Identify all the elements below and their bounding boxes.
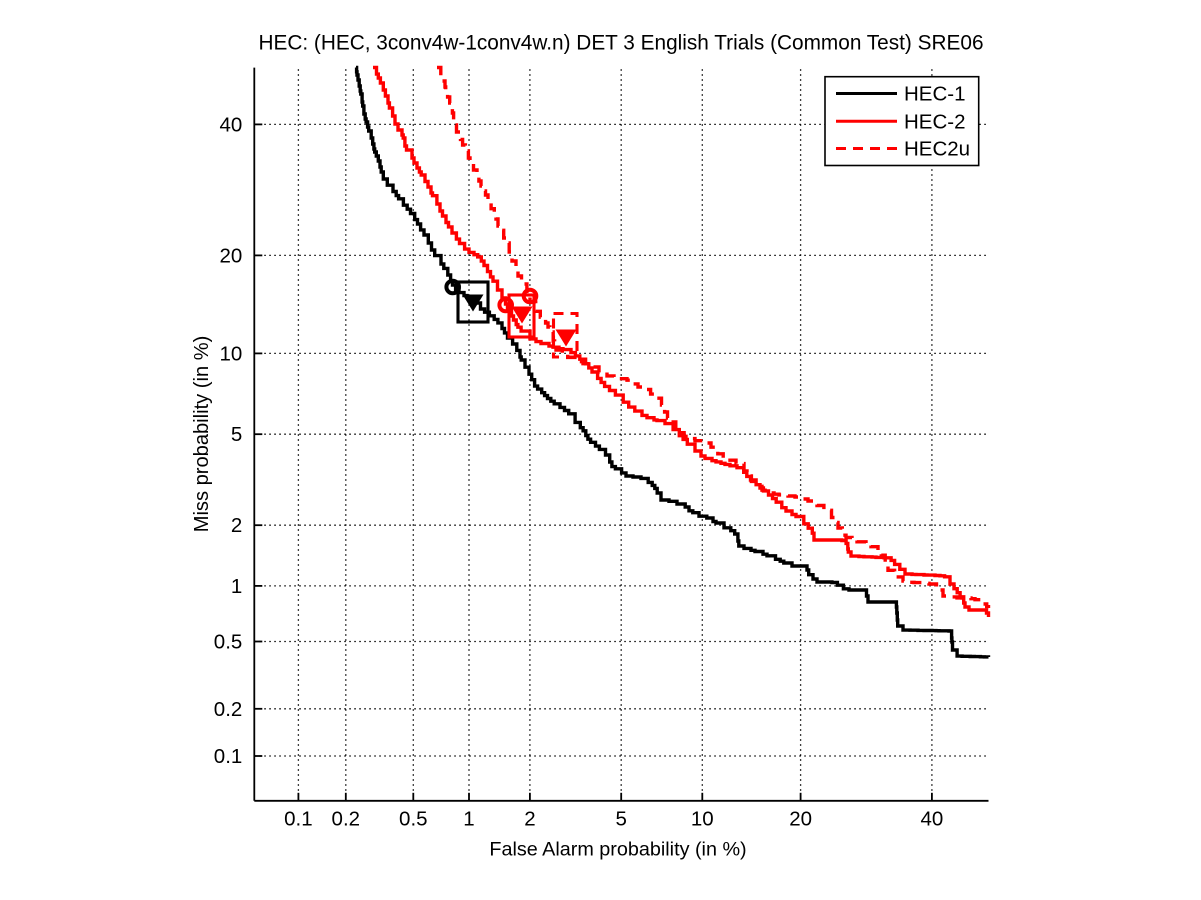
svg-text:0.1: 0.1 [284, 808, 313, 831]
svg-text:5: 5 [231, 423, 242, 446]
svg-text:10: 10 [691, 808, 714, 831]
svg-text:0.5: 0.5 [214, 631, 243, 654]
svg-text:10: 10 [219, 342, 242, 365]
svg-text:0.5: 0.5 [399, 808, 428, 831]
svg-text:40: 40 [920, 808, 943, 831]
svg-text:Miss probability (in %): Miss probability (in %) [191, 336, 213, 533]
svg-text:5: 5 [615, 808, 626, 831]
svg-text:0.1: 0.1 [214, 745, 243, 768]
svg-text:0.2: 0.2 [332, 808, 361, 831]
svg-text:HEC-1: HEC-1 [904, 83, 966, 106]
svg-text:2: 2 [231, 514, 242, 537]
svg-text:HEC-2: HEC-2 [904, 110, 966, 133]
svg-text:40: 40 [219, 113, 242, 136]
svg-text:HEC2u: HEC2u [904, 138, 970, 161]
svg-text:0.2: 0.2 [214, 698, 243, 721]
svg-text:False Alarm probability (in %): False Alarm probability (in %) [489, 839, 746, 861]
svg-text:1: 1 [231, 575, 242, 598]
svg-text:20: 20 [789, 808, 812, 831]
svg-text:20: 20 [219, 244, 242, 267]
svg-text:1: 1 [463, 808, 474, 831]
svg-text:HEC: (HEC, 3conv4w-1conv4w.n): HEC: (HEC, 3conv4w-1conv4w.n) DET 3 Engl… [258, 32, 983, 55]
svg-text:2: 2 [524, 808, 535, 831]
